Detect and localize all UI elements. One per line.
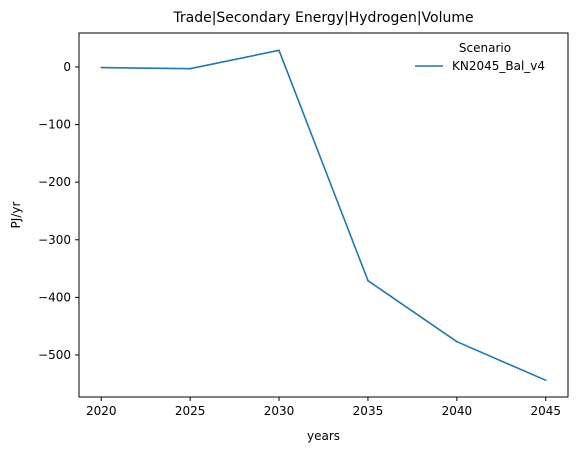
y-axis-label: PJ/yr <box>9 202 23 229</box>
x-axis: 2020 2025 2030 2035 2040 2045 <box>86 397 561 418</box>
y-axis: 0 −100 −200 −300 −400 −500 <box>38 60 79 362</box>
x-axis-label: years <box>307 429 340 443</box>
y-tick-label: −400 <box>38 290 71 304</box>
legend: Scenario KN2045_Bal_v4 <box>415 41 545 73</box>
data-point <box>544 379 547 382</box>
y-tick-label: −300 <box>38 233 71 247</box>
data-point <box>456 340 458 343</box>
x-tick-label: 2020 <box>86 404 117 418</box>
y-tick-label: −100 <box>38 118 71 132</box>
x-tick-label: 2030 <box>264 404 295 418</box>
legend-entries: KN2045_Bal_v4 <box>415 59 545 73</box>
x-tick-label: 2040 <box>442 404 473 418</box>
chart-title: Trade|Secondary Energy|Hydrogen|Volume <box>172 10 473 26</box>
data-point <box>278 49 280 52</box>
plot-area-frame <box>78 32 569 398</box>
legend-title: Scenario <box>459 41 511 55</box>
y-tick-label: −200 <box>38 175 71 189</box>
data-point <box>367 279 369 282</box>
series-layer <box>100 49 547 382</box>
x-tick-label: 2045 <box>530 404 561 418</box>
x-tick-label: 2035 <box>353 404 384 418</box>
data-point <box>189 67 191 70</box>
legend-label: KN2045_Bal_v4 <box>452 59 545 73</box>
y-tick-label: 0 <box>63 60 71 74</box>
y-tick-label: −500 <box>38 348 71 362</box>
x-tick-label: 2025 <box>175 404 206 418</box>
series-line <box>101 49 547 382</box>
data-point <box>100 66 103 69</box>
